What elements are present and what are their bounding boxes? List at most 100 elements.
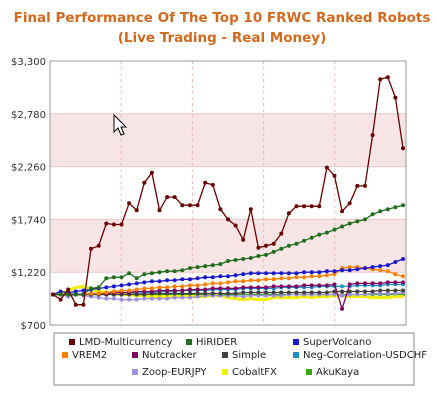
data-point — [378, 268, 383, 273]
legend-entry: LMD-Multicurrency — [69, 337, 173, 348]
data-point — [188, 287, 192, 292]
data-point — [279, 290, 284, 295]
data-point — [248, 271, 253, 276]
data-point — [257, 298, 260, 301]
data-point — [355, 292, 360, 297]
data-point — [317, 270, 322, 275]
data-point — [180, 288, 185, 293]
data-point — [134, 287, 139, 292]
data-point — [271, 284, 276, 289]
data-point — [363, 217, 367, 222]
data-point — [317, 204, 322, 209]
data-point — [385, 263, 390, 268]
data-point — [149, 286, 154, 291]
data-point — [286, 284, 291, 289]
data-point — [371, 296, 374, 299]
data-point — [233, 279, 238, 284]
data-point — [256, 254, 261, 258]
data-point — [73, 302, 78, 307]
data-point — [279, 231, 284, 236]
y-tick-label: $2,780 — [11, 110, 46, 121]
data-point — [203, 180, 208, 185]
data-point — [104, 221, 109, 226]
data-point — [340, 284, 345, 289]
data-point — [363, 183, 367, 188]
data-point — [127, 282, 132, 287]
data-point — [324, 269, 329, 274]
data-point — [385, 291, 390, 296]
legend-swatch — [186, 339, 192, 345]
y-tick-label: $3,300 — [11, 57, 46, 68]
data-point — [195, 265, 200, 270]
data-point — [218, 281, 223, 286]
data-point — [385, 75, 390, 80]
data-point — [271, 249, 276, 254]
data-point — [256, 285, 261, 290]
data-point — [210, 281, 215, 286]
data-point — [218, 274, 223, 279]
data-point — [226, 274, 230, 279]
data-point — [249, 297, 252, 300]
data-point — [149, 289, 154, 294]
data-point — [340, 293, 345, 298]
data-point — [294, 290, 299, 295]
data-point — [317, 232, 322, 237]
data-point — [58, 292, 63, 297]
legend-entry: VREM2 — [62, 350, 107, 361]
data-point — [218, 286, 223, 291]
data-point — [165, 285, 170, 290]
data-point — [157, 288, 162, 293]
data-point — [58, 289, 63, 294]
data-point — [286, 276, 291, 281]
mouse-cursor-icon — [113, 113, 128, 136]
data-point — [172, 288, 177, 293]
data-point — [332, 272, 337, 277]
data-point — [82, 285, 85, 288]
data-point — [401, 274, 405, 279]
data-point — [111, 284, 116, 289]
data-point — [195, 287, 200, 292]
legend-entry: Neg-Correlation-USDCHF — [293, 350, 427, 361]
data-point — [309, 270, 314, 275]
data-point — [248, 293, 253, 298]
data-point — [340, 224, 345, 229]
data-point — [347, 292, 352, 297]
legend-entry: Nutcracker — [132, 350, 198, 361]
data-point — [302, 275, 307, 280]
data-point — [157, 285, 162, 290]
data-point — [111, 289, 116, 294]
data-point — [309, 290, 314, 295]
data-point — [401, 146, 405, 151]
data-point — [340, 289, 345, 294]
legend-label: Zoop-EURJPY — [142, 367, 207, 378]
data-point — [210, 275, 215, 280]
data-point — [203, 282, 208, 287]
legend-label: Nutcracker — [142, 350, 198, 361]
data-point — [294, 204, 299, 209]
data-point — [324, 165, 329, 170]
data-point — [378, 281, 383, 286]
data-point — [393, 280, 398, 285]
data-point — [248, 256, 253, 260]
data-point — [210, 291, 215, 296]
data-point — [142, 289, 147, 294]
legend-entry: AkuKaya — [306, 367, 359, 378]
data-point — [210, 182, 215, 187]
data-point — [157, 208, 162, 213]
data-point — [324, 230, 329, 235]
legend-label: HiRIDER — [196, 337, 237, 348]
data-point — [264, 293, 268, 298]
data-point — [210, 286, 215, 291]
data-point — [264, 285, 268, 290]
legend-label: CobaltFX — [232, 367, 277, 378]
data-point — [188, 291, 192, 296]
data-point — [241, 279, 246, 284]
data-point — [111, 275, 116, 280]
data-point — [256, 245, 261, 250]
data-point — [73, 289, 78, 294]
data-point — [180, 295, 185, 300]
data-point — [188, 266, 192, 271]
data-point — [89, 291, 93, 296]
data-point — [241, 290, 246, 295]
